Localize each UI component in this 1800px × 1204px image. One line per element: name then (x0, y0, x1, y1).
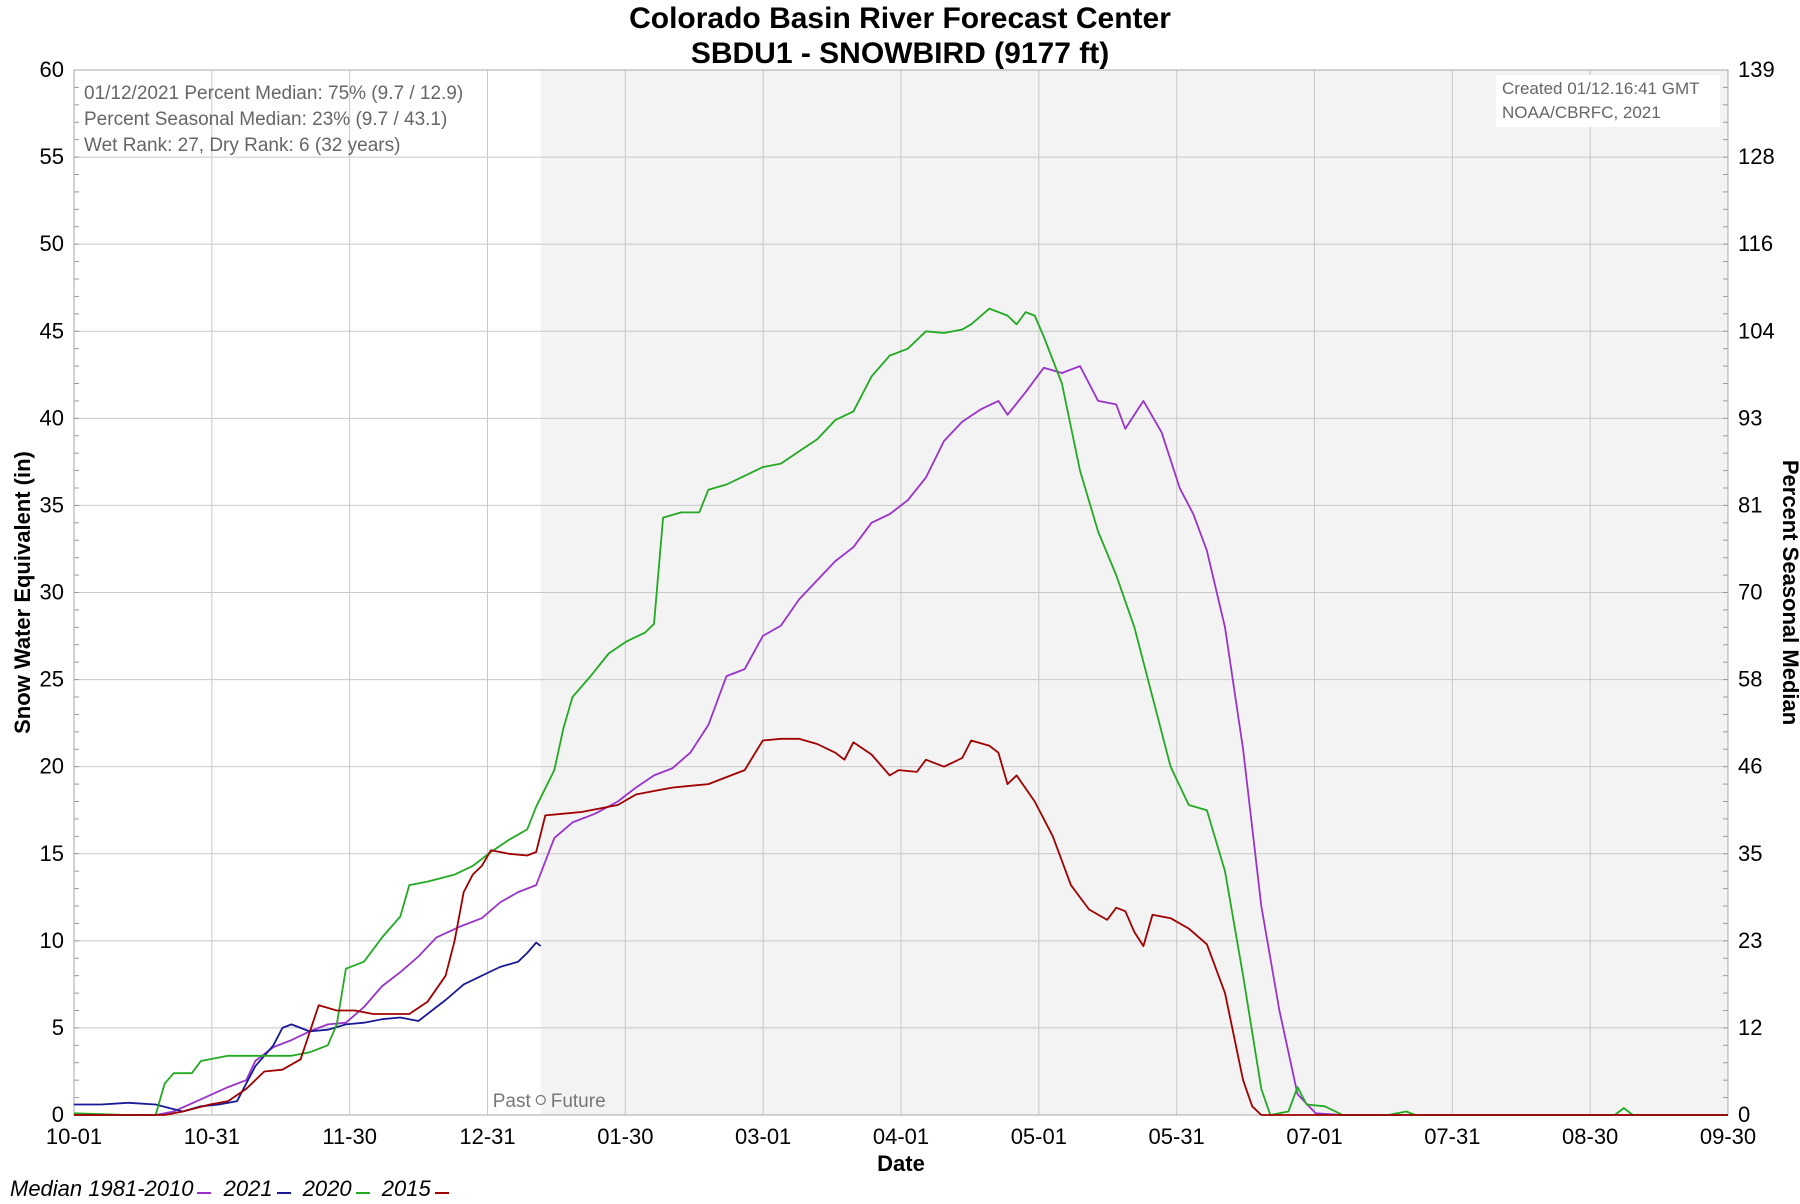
legend-item: 2020 (303, 1176, 370, 1202)
x-tick-label: 12-31 (459, 1124, 515, 1149)
created-background (1496, 75, 1720, 127)
y2-tick-label: 46 (1738, 754, 1762, 779)
y2-axis-title: Percent Seasonal Median (1778, 460, 1800, 725)
legend-swatch (197, 1192, 212, 1195)
plot-border (73, 69, 1729, 1116)
y-tick-label: 15 (40, 841, 64, 866)
y-tick-label: 50 (40, 231, 64, 256)
y2-tick-label: 70 (1738, 580, 1762, 605)
series-lines (73, 307, 1728, 1116)
divider-marker-icon (535, 1094, 546, 1106)
y2-tick-label: 81 (1738, 492, 1762, 517)
legend-item: Median 1981-2010 (10, 1176, 212, 1202)
legend-item: 2021 (224, 1176, 291, 1202)
x-tick-label: 08-30 (1562, 1124, 1618, 1149)
legend-swatch (276, 1192, 291, 1195)
y-tick-label: 60 (40, 57, 64, 82)
y-tick-label: 5 (52, 1015, 64, 1040)
legend-label: 2015 (381, 1176, 431, 1201)
chart-subtitle: SBDU1 - SNOWBIRD (9177 ft) (691, 37, 1109, 70)
x-tick-label: 05-01 (1011, 1124, 1067, 1149)
series-line (73, 307, 1728, 1116)
info-line: Wet Rank: 27, Dry Rank: 6 (32 years) (84, 135, 400, 156)
past-label: Past (493, 1091, 532, 1112)
y2-tick-label: 23 (1738, 928, 1762, 953)
y-tick-label: 55 (40, 144, 64, 169)
created-line: Created 01/12.16:41 GMT (1502, 79, 1700, 98)
x-tick-label: 07-01 (1286, 1124, 1342, 1149)
future-label: Future (551, 1091, 606, 1112)
legend-label: 2020 (302, 1176, 352, 1201)
chart-title: Colorado Basin River Forecast Center (629, 2, 1171, 35)
x-tick-label: 10-01 (46, 1124, 102, 1149)
legend-label: Median 1981-2010 (10, 1176, 194, 1201)
gridlines (73, 69, 1729, 1116)
x-axis-ticks: 10-01 10-31 11-30 12-31 01-30 03-01 04-01 05-01… (46, 1124, 1756, 1149)
legend: Median 1981-2010 2021 2020 2015 (10, 1176, 455, 1204)
x-tick-label: 05-31 (1149, 1124, 1205, 1149)
y-tick-label: 35 (40, 492, 64, 517)
y2-tick-label: 58 (1738, 667, 1762, 692)
x-tick-label: 11-30 (322, 1124, 377, 1149)
created-line: NOAA/CBRFC, 2021 (1502, 103, 1661, 122)
info-line: 01/12/2021 Percent Median: 75% (9.7 / 12… (84, 83, 463, 104)
x-tick-label: 09-30 (1700, 1124, 1756, 1149)
past-future-label: Past Future (493, 1091, 606, 1112)
y-axis-ticks: 0 5 10 15 20 25 30 35 40 45 50 55 60 (40, 57, 64, 1127)
y-tick-label: 25 (40, 667, 64, 692)
legend-item: 2015 (382, 1176, 449, 1202)
legend-swatch (355, 1192, 370, 1195)
x-tick-label: 07-31 (1424, 1124, 1480, 1149)
y2-tick-label: 35 (1738, 841, 1762, 866)
info-line: Percent Seasonal Median: 23% (9.7 / 43.1… (84, 109, 447, 130)
y2-tick-label: 139 (1738, 57, 1775, 82)
y-tick-label: 30 (40, 580, 64, 605)
y2-tick-label: 93 (1738, 405, 1762, 430)
series-line (74, 737, 1728, 1116)
y-axis-title: Snow Water Equivalent (in) (10, 451, 35, 734)
y2-tick-label: 12 (1738, 1015, 1762, 1040)
y-tick-label: 10 (40, 928, 64, 953)
y-tick-label: 45 (40, 318, 64, 343)
y2-axis-ticks: 0 12 23 35 46 58 70 81 93 104 116 128 139 (1738, 57, 1775, 1127)
x-axis-title: Date (877, 1151, 925, 1176)
created-box: Created 01/12.16:41 GMT NOAA/CBRFC, 2021 (1496, 75, 1720, 127)
x-tick-label: 04-01 (873, 1124, 929, 1149)
legend-swatch (434, 1192, 449, 1195)
y-tick-label: 20 (40, 754, 64, 779)
legend-label: 2021 (223, 1176, 273, 1201)
y-tick-label: 40 (40, 405, 64, 430)
y2-tick-label: 116 (1738, 231, 1773, 256)
y2-tick-label: 128 (1738, 144, 1775, 169)
x-tick-label: 01-30 (597, 1124, 653, 1149)
x-tick-label: 10-31 (184, 1124, 240, 1149)
x-tick-label: 03-01 (735, 1124, 791, 1149)
y-tick-label: 0 (52, 1102, 64, 1127)
y2-tick-label: 0 (1738, 1102, 1750, 1127)
series-line (74, 365, 1728, 1116)
info-box: 01/12/2021 Percent Median: 75% (9.7 / 12… (84, 83, 463, 156)
y2-tick-label: 104 (1738, 318, 1775, 343)
